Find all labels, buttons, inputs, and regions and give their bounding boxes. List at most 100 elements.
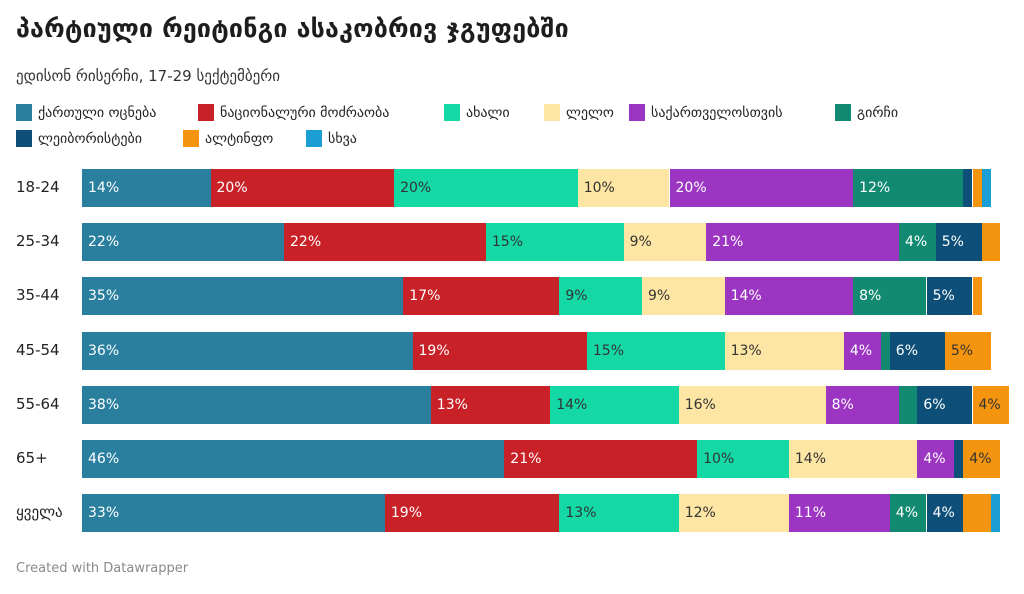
data-label: 15% [491,234,524,251]
bar-segment: 9% [559,277,642,316]
bar-segment: 4% [843,331,881,370]
bar-segment: 13% [430,385,551,424]
bar-segment: 14% [788,440,918,478]
bar-segment: 8% [853,277,927,316]
bar-segment: 33% [82,494,385,533]
data-label: 4% [969,451,992,467]
bar-segment [981,169,991,207]
data-label: 22% [290,234,322,251]
data-label: 9% [648,288,671,305]
data-label: 35% [88,288,120,305]
data-label: 8% [831,396,854,413]
data-label: 14% [556,396,588,413]
bar-segment: 19% [384,494,560,533]
data-label: 21% [712,234,744,251]
data-label: 6% [923,396,946,413]
data-label: 38% [88,396,120,413]
data-label: 20% [400,180,432,196]
category-label: 65+ [16,449,48,467]
legend-label: სხვა [328,130,357,147]
legend-item-3: ლელო [544,104,614,121]
bar-segment: 35% [82,277,404,316]
bar-segment: 21% [504,440,698,478]
bar-segment: 14% [724,277,854,316]
legend-swatch [198,104,214,121]
bar-segment: 14% [82,169,211,207]
data-label: 20% [675,180,707,196]
data-label: 14% [730,288,762,305]
chart-rows: 18-24 14% 20% 20% 10% 20% 12% 25-34 22% 22% 15% 9% 2… [16,169,1010,533]
data-label: 12% [859,180,891,196]
legend-item-6: ლეიბორისტები [16,130,142,147]
data-label: 33% [88,505,120,522]
data-label: 4% [895,505,919,522]
legend-swatch [544,104,560,121]
data-label: 4% [849,342,873,359]
data-label: 5% [941,234,964,251]
data-label: 14% [88,180,120,196]
data-label: 19% [418,342,450,359]
legend-item-0: ქართული ოცნება [16,104,156,121]
legend-item-7: ალტინფო [183,130,273,147]
data-label: 36% [88,342,120,359]
legend-swatch [306,130,322,147]
legend-label: ქართული ოცნება [38,104,157,121]
bar-segment: 20% [210,169,395,207]
legend-swatch [835,104,851,121]
bar-segment: 16% [678,385,826,424]
data-label: 6% [895,342,919,359]
bar-segment: 17% [403,277,560,316]
data-label: 46% [88,451,120,467]
legend-label: ნაციონალური მოძრაობა [220,104,390,121]
legend-item-4: საქართველოსთვის [629,104,783,121]
bar-segment: 6% [889,331,945,370]
bar-segment: 46% [82,440,505,478]
category-label: ყველა [16,503,63,522]
bar-segment: 12% [853,169,964,207]
bar-segment: 9% [642,277,725,316]
data-label: 9% [629,234,652,251]
data-label: 9% [565,288,588,305]
data-label: 13% [565,505,597,522]
bar-segment: 21% [706,223,899,262]
legend-item-8: სხვა [306,130,357,147]
data-label: 5% [932,288,955,305]
legend-swatch [16,104,32,121]
bar-segment [963,169,973,207]
legend-swatch [16,130,32,147]
bar-segment [990,494,1000,533]
data-label: 20% [216,180,248,196]
legend-label: გირჩი [857,104,899,121]
legend-label: ლელო [566,104,614,121]
bar-segment [954,440,964,478]
bar-segment: 38% [82,385,431,424]
legend-item-2: ახალი [444,104,510,121]
bar-segment [972,169,982,207]
legend-item-5: გირჩი [835,104,898,121]
bar-segment [899,385,918,424]
data-label: 13% [730,342,762,359]
bar-segment: 12% [678,494,789,533]
bar-segment: 14% [550,385,679,424]
bar-segment: 15% [586,331,725,370]
bar-segment: 15% [485,223,624,262]
bar-segment: 36% [82,331,413,370]
data-label: 10% [703,451,735,467]
category-label: 45-54 [16,340,60,359]
data-label: 12% [684,505,716,522]
bar-segment: 20% [394,169,578,207]
data-label: 4% [978,396,1001,413]
data-label: 22% [88,234,120,251]
bar-segment: 4% [899,223,936,262]
bar-segment: 9% [623,223,707,262]
legend-label: ალტინფო [205,130,274,147]
bar-segment: 5% [926,277,973,316]
data-label: 10% [583,180,615,196]
data-label: 14% [794,451,827,467]
data-label: 13% [436,396,468,413]
data-label: 21% [510,451,542,467]
bar-segment: 20% [669,169,854,207]
legend-label: ახალი [466,104,510,121]
category-label: 55-64 [16,394,60,413]
legend-label: საქართველოსთვის [651,104,783,121]
